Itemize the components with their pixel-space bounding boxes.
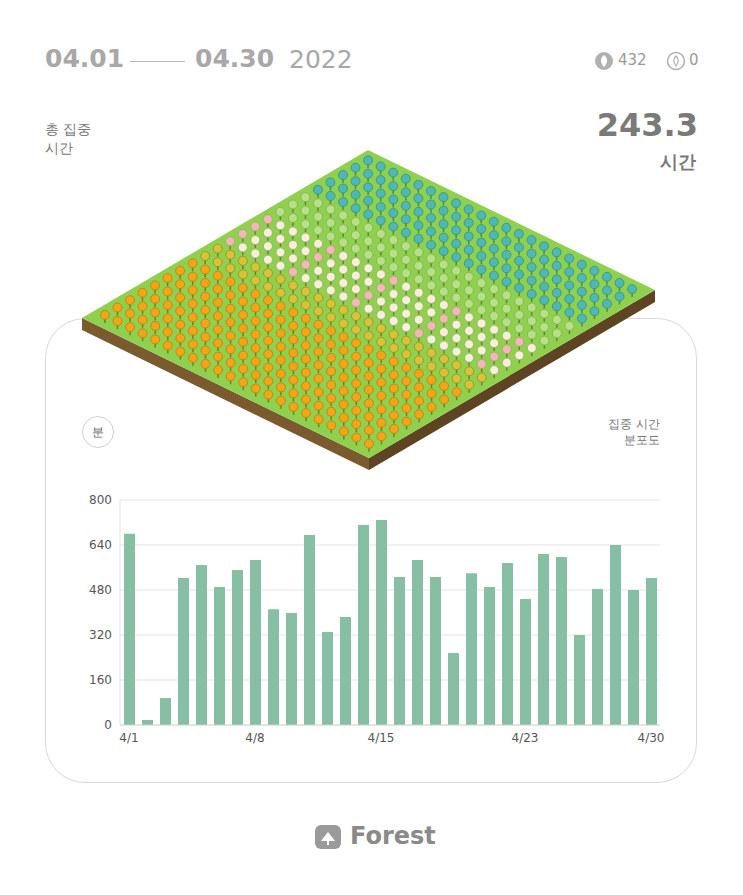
html-text:Forest: Forest <box>350 822 436 850</box>
html-text:04.01: 04.01 <box>45 44 125 73</box>
svg-text:4/15: 4/15 <box>368 731 395 745</box>
svg-text:160: 160 <box>89 673 112 687</box>
html-text:0: 0 <box>689 51 699 69</box>
html-text:432: 432 <box>618 51 647 69</box>
html-text:시간: 시간 <box>45 140 73 156</box>
html-text:분: 분 <box>92 424 104 439</box>
svg-text:800: 800 <box>89 493 112 507</box>
svg-text:320: 320 <box>89 628 112 642</box>
svg-text:640: 640 <box>89 538 112 552</box>
html-text:243.3: 243.3 <box>596 106 698 144</box>
svg-text:4/1: 4/1 <box>119 731 138 745</box>
svg-text:480: 480 <box>89 583 112 597</box>
svg-text:4/8: 4/8 <box>245 731 264 745</box>
svg-text:4/23: 4/23 <box>512 731 539 745</box>
html-text:시간: 시간 <box>660 151 696 172</box>
html-text:2022: 2022 <box>289 45 353 74</box>
html-text:분포도: 분포도 <box>624 433 660 447</box>
html-text:집중 시간: 집중 시간 <box>608 417 660 431</box>
html-text:총 집중: 총 집중 <box>45 121 92 137</box>
svg-text:4/30: 4/30 <box>638 731 665 745</box>
svg-text:0: 0 <box>104 718 112 732</box>
html-text:04.30: 04.30 <box>195 44 275 73</box>
